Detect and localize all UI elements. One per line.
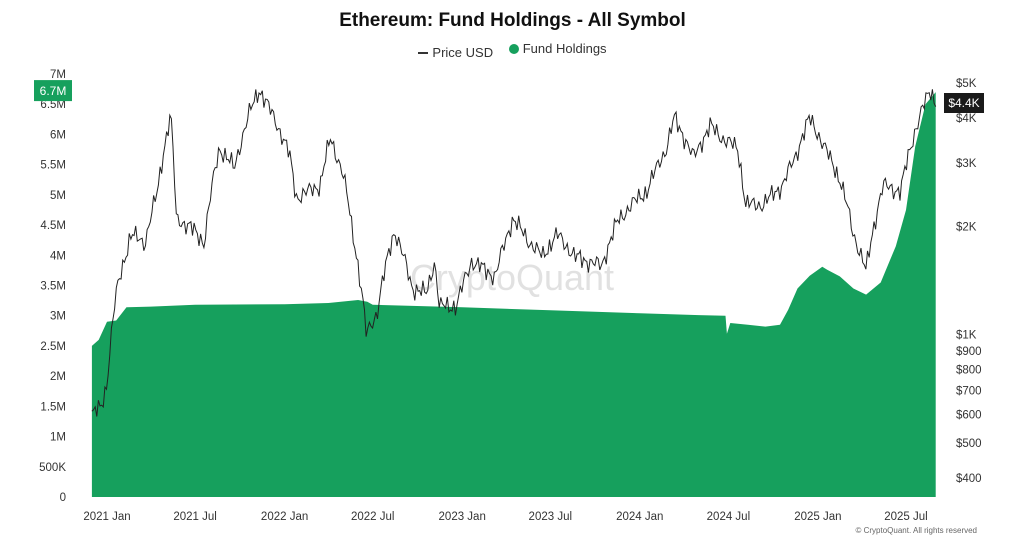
x-tick-label: 2023 Jul <box>529 511 572 523</box>
x-tick-label: 2025 Jul <box>884 511 927 523</box>
legend-item-price[interactable]: Price USD <box>418 45 493 60</box>
y-right-tick-label: $800 <box>956 365 982 377</box>
y-left-tick-label: 7M <box>50 69 66 81</box>
y-left-tick-label: 5.5M <box>40 160 66 172</box>
axis-layer: 0 500K 1M 1.5M 2M 2.5M 3M 3.5M 4M 4.5M 5M 5.5M 6M 6.5… <box>39 69 981 523</box>
y-left-tick-label: 4.5M <box>40 220 66 232</box>
y-left-tick-label: 5M <box>50 190 66 202</box>
y-right-tick-label: $2K <box>956 221 977 233</box>
fund-holdings-area <box>91 92 936 497</box>
legend-label-fund-holdings: Fund Holdings <box>522 41 607 56</box>
price-line-layer <box>91 89 937 417</box>
y-right-tick-label: $4K <box>956 113 977 125</box>
price-badge <box>944 93 984 113</box>
legend-line-swatch <box>418 51 429 54</box>
y-left-tick-label: 500K <box>39 462 66 474</box>
x-tick-label: 2025 Jan <box>794 511 841 523</box>
legend-item-fund-holdings[interactable]: Fund Holdings <box>508 41 607 56</box>
legend: Price USD Fund Holdings <box>0 41 1025 60</box>
fund-holdings-badge-label: 6.7M <box>40 84 67 98</box>
x-tick-label: 2024 Jul <box>707 511 750 523</box>
x-tick-label: 2021 Jul <box>173 511 216 523</box>
x-tick-label: 2022 Jul <box>351 511 394 523</box>
legend-label-price: Price USD <box>432 45 494 60</box>
x-tick-label: 2021 Jan <box>83 511 130 523</box>
y-right-tick-label: $3K <box>956 158 977 170</box>
y-right-tick-label: $400 <box>956 473 982 485</box>
y-left-tick-label: 1M <box>50 432 66 444</box>
y-left-tick-label: 1.5M <box>40 401 66 413</box>
x-tick-label: 2023 Jan <box>439 511 486 523</box>
legend-dot-swatch <box>508 43 519 54</box>
y-left-tick-label: 6.5M <box>40 99 66 111</box>
chart-title: Ethereum: Fund Holdings - All Symbol <box>339 10 686 31</box>
y-left-tick-label: 6M <box>50 129 66 141</box>
y-left-tick-label: 3M <box>50 311 66 323</box>
y-right-tick-label: $1K <box>956 330 977 342</box>
y-right-tick-label: $700 <box>956 386 982 398</box>
price-badge-label: $4.4K <box>948 96 979 110</box>
y-left-tick-label: 0 <box>60 492 66 504</box>
y-right-tick-label: $900 <box>956 346 982 358</box>
watermark: CryptoQuant <box>410 257 614 298</box>
x-tick-label: 2024 Jan <box>616 511 663 523</box>
y-left-tick-label: 4M <box>50 250 66 262</box>
price-usd-line <box>91 89 937 417</box>
fund-holdings-layer <box>91 92 936 497</box>
y-left-tick-label: 2.5M <box>40 341 66 353</box>
y-left-tick-label: 3.5M <box>40 281 66 293</box>
copyright-text: © CryptoQuant. All rights reserved <box>855 526 978 535</box>
y-right-tick-label: $500 <box>956 438 982 450</box>
fund-holdings-badge <box>34 80 72 102</box>
badge-layer: 6.7M $4.4K <box>34 80 984 113</box>
x-tick-label: 2022 Jan <box>261 511 308 523</box>
y-right-tick-label: $5K <box>956 78 977 90</box>
y-left-tick-label: 2M <box>50 371 66 383</box>
y-right-tick-label: $600 <box>956 410 982 422</box>
